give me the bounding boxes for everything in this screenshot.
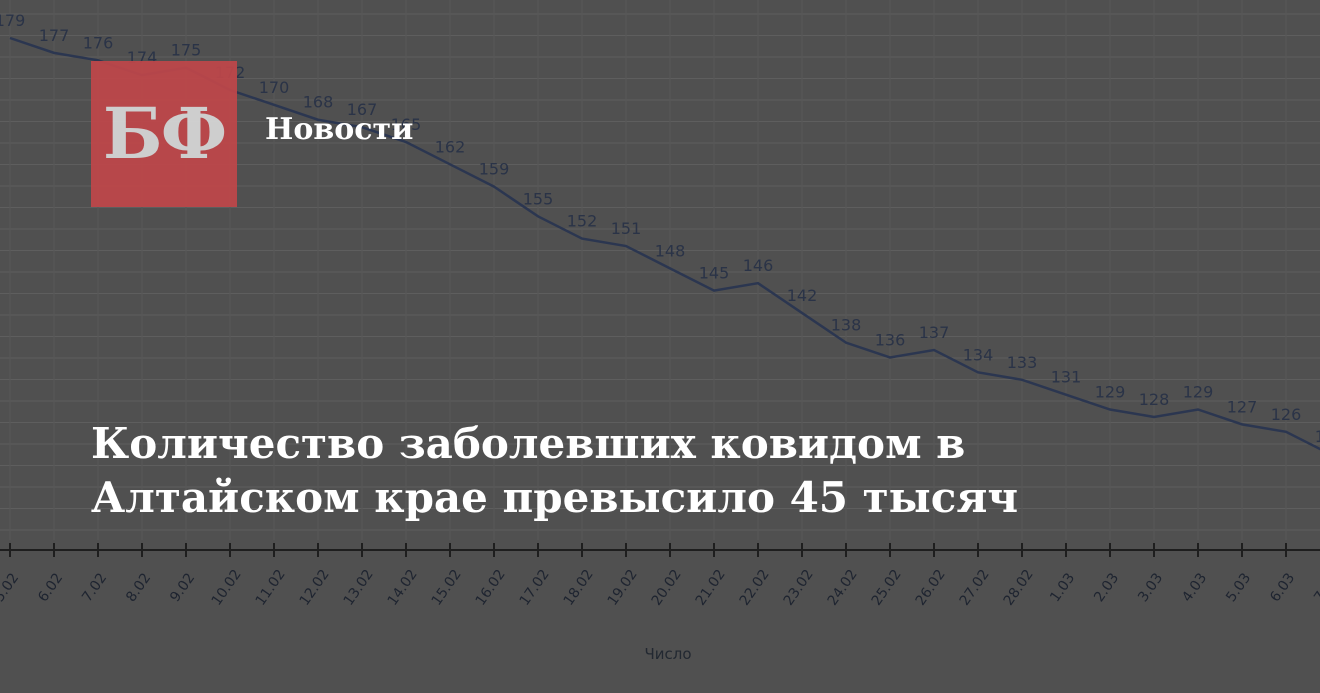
data-label: 155 — [523, 189, 554, 208]
x-tick-label: 11.02 — [253, 567, 289, 609]
x-tick-label: 27.02 — [957, 567, 993, 609]
x-tick-label: 16.02 — [473, 567, 509, 609]
data-label: 133 — [1007, 353, 1038, 372]
data-label: 137 — [919, 323, 950, 342]
data-label: 142 — [787, 286, 818, 305]
headline-line-1: Количество заболевших ковидом в — [91, 419, 966, 468]
x-tick-label: 19.02 — [605, 567, 641, 609]
data-label: 136 — [875, 330, 906, 349]
data-labels: 1791771761741751721701681671651621591551… — [0, 11, 1320, 446]
x-tick-label: 7.03 — [1311, 570, 1320, 605]
section-label[interactable]: Новости — [265, 112, 414, 147]
x-tick-label: 2.03 — [1091, 570, 1122, 605]
data-label: 168 — [303, 93, 334, 112]
x-tick-label: 14.02 — [385, 567, 421, 609]
x-tick-label: 4.03 — [1179, 570, 1210, 605]
x-tick-label: 25.02 — [869, 567, 905, 609]
x-tick-label: 15.02 — [429, 567, 465, 609]
x-axis-label: Число — [644, 645, 691, 663]
data-label: 162 — [435, 137, 466, 156]
headline: Количество заболевших ковидом в Алтайско… — [91, 417, 1191, 525]
logo-text: БФ — [102, 92, 227, 175]
x-tick-label: 6.03 — [1267, 570, 1298, 605]
x-tick-label: 20.02 — [649, 567, 685, 609]
data-label: 128 — [1139, 390, 1170, 409]
x-tick-label: 23.02 — [781, 567, 817, 609]
data-label: 152 — [567, 212, 598, 231]
x-tick-label: 5.03 — [1223, 570, 1254, 605]
x-tick-label: 8.02 — [123, 570, 154, 605]
x-tick-label: 7.02 — [79, 570, 110, 605]
data-label: 179 — [0, 11, 25, 30]
data-label: 129 — [1095, 383, 1126, 402]
data-label: 145 — [699, 264, 730, 283]
data-label: 176 — [83, 33, 114, 52]
data-label: 131 — [1051, 368, 1082, 387]
x-tick-label: 13.02 — [341, 567, 377, 609]
data-label: 159 — [479, 160, 510, 179]
data-label: 167 — [347, 100, 378, 119]
data-label: 170 — [259, 78, 290, 97]
data-label: 165 — [391, 115, 422, 134]
data-label: 123 — [1315, 427, 1320, 446]
data-label: 146 — [743, 256, 774, 275]
data-label: 126 — [1271, 405, 1302, 424]
x-tick-label: 18.02 — [561, 567, 597, 609]
data-label: 151 — [611, 219, 642, 238]
x-tick-label: 21.02 — [693, 567, 729, 609]
x-tick-label: 10.02 — [209, 567, 245, 609]
x-tick-label: 3.03 — [1135, 570, 1166, 605]
x-tick-label: 9.02 — [167, 570, 198, 605]
logo[interactable]: БФ — [91, 61, 237, 207]
x-tick-label: 6.02 — [35, 570, 66, 605]
x-tick-label: 24.02 — [825, 567, 861, 609]
data-label: 138 — [831, 316, 862, 335]
data-label: 177 — [39, 26, 70, 45]
x-tick-label: 12.02 — [297, 567, 333, 609]
data-label: 134 — [963, 345, 994, 364]
x-tick-label: 17.02 — [517, 567, 553, 609]
data-label: 148 — [655, 241, 686, 260]
x-tick-label: 28.02 — [1001, 567, 1037, 609]
headline-line-2: Алтайском крае превысило 45 тысяч — [91, 473, 1019, 522]
x-tick-label: 22.02 — [737, 567, 773, 609]
data-label: 175 — [171, 41, 202, 60]
x-tick-label: 5.02 — [0, 570, 22, 605]
x-tick-labels: 5.02 6.02 7.02 8.02 9.02 10.02 11.02 12.02 13.02… — [0, 567, 1320, 609]
data-label: 129 — [1183, 383, 1214, 402]
x-axis — [0, 543, 1320, 557]
x-tick-label: 26.02 — [913, 567, 949, 609]
x-tick-label: 1.03 — [1047, 570, 1078, 605]
data-label: 127 — [1227, 397, 1258, 416]
